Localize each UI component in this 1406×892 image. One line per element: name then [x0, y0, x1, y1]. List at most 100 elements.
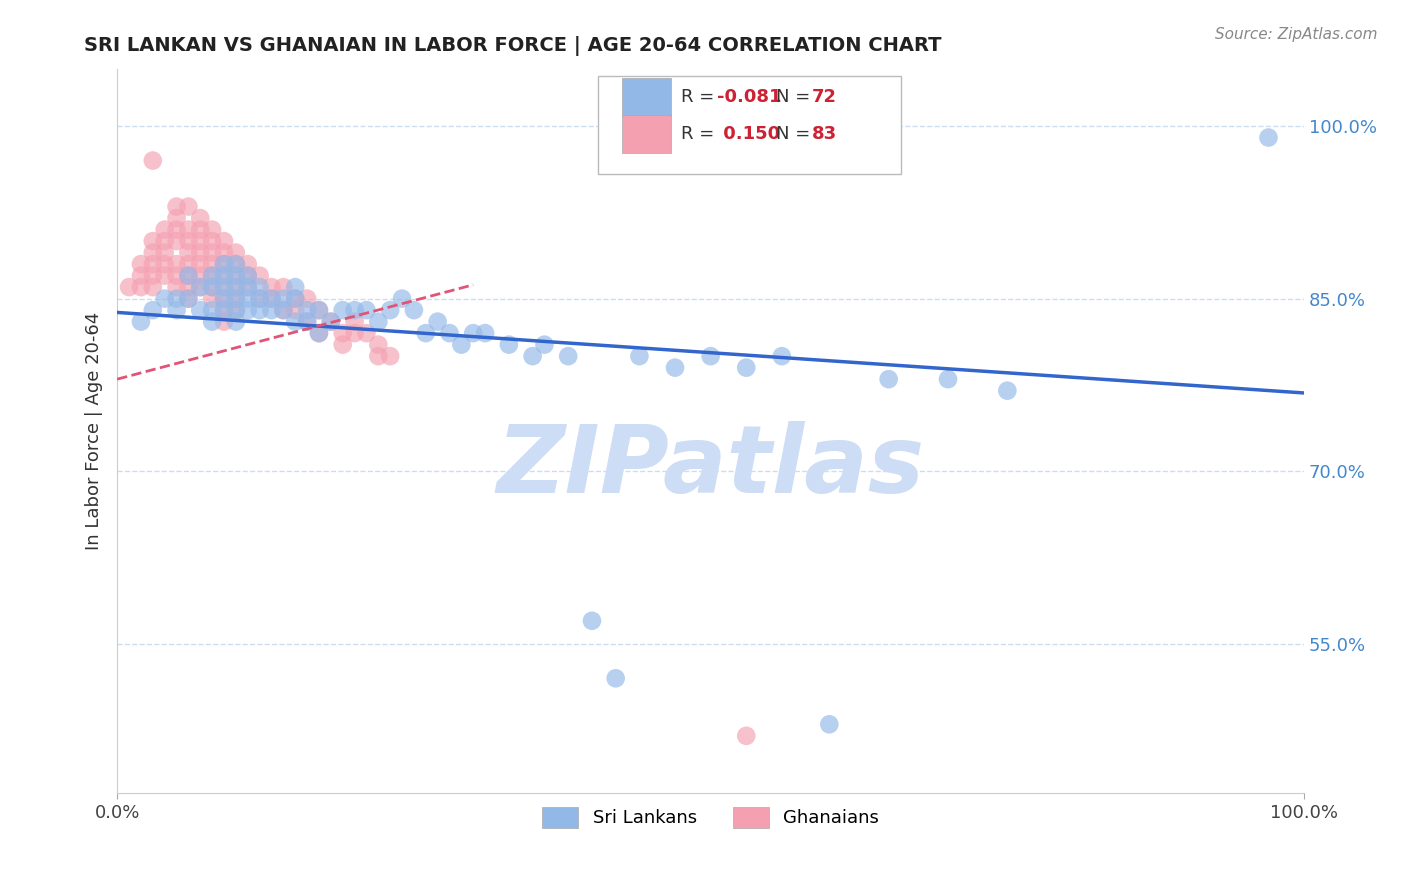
Point [995, 384, 1018, 398]
Point [129, 257, 152, 271]
Point [236, 268, 259, 283]
Point [129, 315, 152, 329]
Point [212, 303, 235, 318]
Point [201, 234, 224, 248]
Point [236, 292, 259, 306]
Point [177, 234, 200, 248]
Point [308, 326, 330, 340]
Point [236, 257, 259, 271]
Point [284, 303, 307, 318]
Point [332, 303, 354, 318]
Point [142, 234, 165, 248]
Point [273, 303, 295, 318]
Point [308, 303, 330, 318]
Point [284, 292, 307, 306]
Point [201, 303, 224, 318]
FancyBboxPatch shape [621, 78, 672, 116]
Point [332, 337, 354, 351]
Point [212, 257, 235, 271]
Point [332, 326, 354, 340]
Point [295, 292, 318, 306]
Point [166, 222, 188, 236]
Point [188, 303, 211, 318]
Point [273, 303, 295, 318]
Point [166, 200, 188, 214]
Point [236, 303, 259, 318]
Point [319, 315, 342, 329]
Point [201, 280, 224, 294]
Point [212, 245, 235, 260]
Point [225, 303, 247, 318]
Point [295, 315, 318, 329]
Point [1257, 130, 1279, 145]
Point [343, 303, 366, 318]
Point [236, 280, 259, 294]
Point [273, 280, 295, 294]
Point [142, 245, 165, 260]
Point [260, 280, 283, 294]
Point [380, 303, 402, 318]
Point [450, 337, 472, 351]
Point [522, 349, 544, 363]
Point [260, 303, 283, 318]
Point [177, 292, 200, 306]
Point [236, 280, 259, 294]
Point [166, 257, 188, 271]
Point [225, 257, 247, 271]
Point [212, 303, 235, 318]
Text: 0.150: 0.150 [717, 125, 780, 143]
Point [177, 245, 200, 260]
Point [284, 280, 307, 294]
Legend: Sri Lankans, Ghanaians: Sri Lankans, Ghanaians [534, 800, 886, 835]
Point [391, 292, 413, 306]
FancyBboxPatch shape [598, 76, 900, 174]
Point [188, 257, 211, 271]
Point [188, 222, 211, 236]
Point [177, 200, 200, 214]
Point [177, 280, 200, 294]
Point [212, 292, 235, 306]
Point [177, 268, 200, 283]
Text: N =: N = [776, 88, 815, 106]
Point [142, 257, 165, 271]
Point [367, 315, 389, 329]
Point [166, 303, 188, 318]
Point [770, 349, 793, 363]
Point [367, 337, 389, 351]
Point [212, 268, 235, 283]
Point [177, 268, 200, 283]
Point [557, 349, 579, 363]
Text: 72: 72 [811, 88, 837, 106]
Point [664, 360, 686, 375]
Point [201, 268, 224, 283]
Point [166, 292, 188, 306]
Point [153, 222, 176, 236]
Point [260, 292, 283, 306]
Point [153, 234, 176, 248]
Point [142, 153, 165, 168]
Point [225, 292, 247, 306]
Point [129, 268, 152, 283]
Point [166, 234, 188, 248]
Text: ZIPatlas: ZIPatlas [496, 421, 925, 513]
Point [936, 372, 959, 386]
Text: -0.081: -0.081 [717, 88, 782, 106]
Point [212, 234, 235, 248]
Point [260, 292, 283, 306]
Point [225, 268, 247, 283]
Point [225, 280, 247, 294]
Point [177, 222, 200, 236]
Point [142, 303, 165, 318]
Text: Source: ZipAtlas.com: Source: ZipAtlas.com [1215, 27, 1378, 42]
Point [402, 303, 425, 318]
Point [188, 211, 211, 225]
Point [295, 315, 318, 329]
Point [249, 268, 271, 283]
Point [188, 268, 211, 283]
Point [153, 292, 176, 306]
Point [225, 303, 247, 318]
Point [236, 268, 259, 283]
Point [188, 234, 211, 248]
Point [212, 292, 235, 306]
FancyBboxPatch shape [621, 115, 672, 153]
